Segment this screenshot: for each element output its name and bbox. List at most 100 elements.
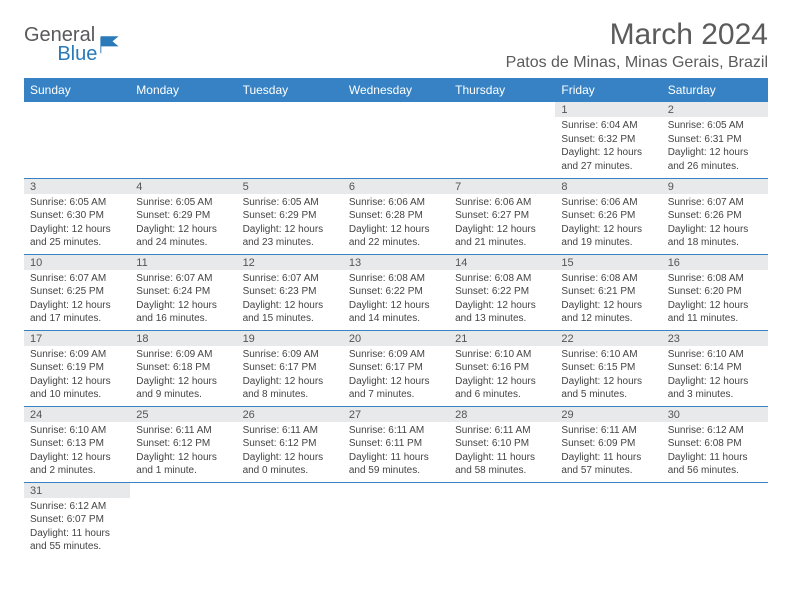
month-title: March 2024 bbox=[506, 18, 768, 52]
brand-name2: Blue bbox=[57, 43, 97, 65]
sunset-line: Sunset: 6:14 PM bbox=[668, 361, 762, 375]
calendar-cell: 9Sunrise: 6:07 AMSunset: 6:26 PMDaylight… bbox=[662, 178, 768, 254]
location-subtitle: Patos de Minas, Minas Gerais, Brazil bbox=[506, 54, 768, 72]
sunset-line: Sunset: 6:25 PM bbox=[30, 285, 124, 299]
calendar-cell: 15Sunrise: 6:08 AMSunset: 6:21 PMDayligh… bbox=[555, 254, 661, 330]
sunset-line: Sunset: 6:09 PM bbox=[561, 437, 655, 451]
day-number: 21 bbox=[449, 331, 555, 346]
sunset-line: Sunset: 6:19 PM bbox=[30, 361, 124, 375]
sunset-line: Sunset: 6:31 PM bbox=[668, 133, 762, 147]
calendar-cell: 5Sunrise: 6:05 AMSunset: 6:29 PMDaylight… bbox=[237, 178, 343, 254]
sunrise-line: Sunrise: 6:05 AM bbox=[30, 196, 124, 210]
sunrise-line: Sunrise: 6:12 AM bbox=[668, 424, 762, 438]
day-details: Sunrise: 6:10 AMSunset: 6:13 PMDaylight:… bbox=[24, 422, 130, 482]
header: General Blue March 2024 Patos de Minas, … bbox=[24, 18, 768, 72]
calendar-cell bbox=[130, 102, 236, 178]
day-number: 31 bbox=[24, 483, 130, 498]
sunrise-line: Sunrise: 6:07 AM bbox=[30, 272, 124, 286]
sunset-line: Sunset: 6:17 PM bbox=[243, 361, 337, 375]
sunset-line: Sunset: 6:12 PM bbox=[136, 437, 230, 451]
day-details: Sunrise: 6:07 AMSunset: 6:25 PMDaylight:… bbox=[24, 270, 130, 330]
sunset-line: Sunset: 6:12 PM bbox=[243, 437, 337, 451]
sunrise-line: Sunrise: 6:11 AM bbox=[349, 424, 443, 438]
calendar-cell: 6Sunrise: 6:06 AMSunset: 6:28 PMDaylight… bbox=[343, 178, 449, 254]
day-details: Sunrise: 6:06 AMSunset: 6:27 PMDaylight:… bbox=[449, 194, 555, 254]
daylight-line: Daylight: 12 hours and 18 minutes. bbox=[668, 223, 762, 250]
sunset-line: Sunset: 6:17 PM bbox=[349, 361, 443, 375]
calendar-cell: 13Sunrise: 6:08 AMSunset: 6:22 PMDayligh… bbox=[343, 254, 449, 330]
sunrise-line: Sunrise: 6:11 AM bbox=[243, 424, 337, 438]
daylight-line: Daylight: 12 hours and 2 minutes. bbox=[30, 451, 124, 478]
daylight-line: Daylight: 12 hours and 9 minutes. bbox=[136, 375, 230, 402]
day-header: Wednesday bbox=[343, 78, 449, 102]
day-number: 15 bbox=[555, 255, 661, 270]
sunset-line: Sunset: 6:28 PM bbox=[349, 209, 443, 223]
day-number: 10 bbox=[24, 255, 130, 270]
day-details: Sunrise: 6:11 AMSunset: 6:12 PMDaylight:… bbox=[237, 422, 343, 482]
sunset-line: Sunset: 6:16 PM bbox=[455, 361, 549, 375]
day-header: Monday bbox=[130, 78, 236, 102]
sunrise-line: Sunrise: 6:10 AM bbox=[455, 348, 549, 362]
calendar-header-row: SundayMondayTuesdayWednesdayThursdayFrid… bbox=[24, 78, 768, 102]
sunrise-line: Sunrise: 6:10 AM bbox=[30, 424, 124, 438]
sunset-line: Sunset: 6:13 PM bbox=[30, 437, 124, 451]
sunrise-line: Sunrise: 6:08 AM bbox=[455, 272, 549, 286]
day-details: Sunrise: 6:05 AMSunset: 6:29 PMDaylight:… bbox=[130, 194, 236, 254]
calendar-cell: 31Sunrise: 6:12 AMSunset: 6:07 PMDayligh… bbox=[24, 482, 130, 558]
day-details: Sunrise: 6:08 AMSunset: 6:21 PMDaylight:… bbox=[555, 270, 661, 330]
day-details: Sunrise: 6:06 AMSunset: 6:28 PMDaylight:… bbox=[343, 194, 449, 254]
sunrise-line: Sunrise: 6:11 AM bbox=[455, 424, 549, 438]
sunset-line: Sunset: 6:29 PM bbox=[136, 209, 230, 223]
day-number: 14 bbox=[449, 255, 555, 270]
daylight-line: Daylight: 12 hours and 15 minutes. bbox=[243, 299, 337, 326]
sunrise-line: Sunrise: 6:09 AM bbox=[243, 348, 337, 362]
calendar-cell: 4Sunrise: 6:05 AMSunset: 6:29 PMDaylight… bbox=[130, 178, 236, 254]
calendar-cell: 23Sunrise: 6:10 AMSunset: 6:14 PMDayligh… bbox=[662, 330, 768, 406]
sunset-line: Sunset: 6:30 PM bbox=[30, 209, 124, 223]
daylight-line: Daylight: 12 hours and 13 minutes. bbox=[455, 299, 549, 326]
sunset-line: Sunset: 6:22 PM bbox=[349, 285, 443, 299]
calendar-cell: 11Sunrise: 6:07 AMSunset: 6:24 PMDayligh… bbox=[130, 254, 236, 330]
sunset-line: Sunset: 6:08 PM bbox=[668, 437, 762, 451]
day-header: Sunday bbox=[24, 78, 130, 102]
calendar-cell bbox=[130, 482, 236, 558]
day-details: Sunrise: 6:10 AMSunset: 6:14 PMDaylight:… bbox=[662, 346, 768, 406]
sunset-line: Sunset: 6:32 PM bbox=[561, 133, 655, 147]
daylight-line: Daylight: 11 hours and 59 minutes. bbox=[349, 451, 443, 478]
day-details: Sunrise: 6:09 AMSunset: 6:18 PMDaylight:… bbox=[130, 346, 236, 406]
sunset-line: Sunset: 6:26 PM bbox=[668, 209, 762, 223]
day-details: Sunrise: 6:11 AMSunset: 6:10 PMDaylight:… bbox=[449, 422, 555, 482]
daylight-line: Daylight: 12 hours and 10 minutes. bbox=[30, 375, 124, 402]
calendar-cell: 8Sunrise: 6:06 AMSunset: 6:26 PMDaylight… bbox=[555, 178, 661, 254]
sunset-line: Sunset: 6:21 PM bbox=[561, 285, 655, 299]
daylight-line: Daylight: 12 hours and 19 minutes. bbox=[561, 223, 655, 250]
sunrise-line: Sunrise: 6:09 AM bbox=[136, 348, 230, 362]
calendar-cell: 19Sunrise: 6:09 AMSunset: 6:17 PMDayligh… bbox=[237, 330, 343, 406]
sunset-line: Sunset: 6:23 PM bbox=[243, 285, 337, 299]
sunrise-line: Sunrise: 6:08 AM bbox=[561, 272, 655, 286]
calendar-cell: 16Sunrise: 6:08 AMSunset: 6:20 PMDayligh… bbox=[662, 254, 768, 330]
sunrise-line: Sunrise: 6:05 AM bbox=[668, 119, 762, 133]
day-number: 26 bbox=[237, 407, 343, 422]
day-details: Sunrise: 6:05 AMSunset: 6:29 PMDaylight:… bbox=[237, 194, 343, 254]
sunrise-line: Sunrise: 6:09 AM bbox=[349, 348, 443, 362]
calendar-cell bbox=[237, 102, 343, 178]
day-header: Friday bbox=[555, 78, 661, 102]
calendar-body: 1Sunrise: 6:04 AMSunset: 6:32 PMDaylight… bbox=[24, 102, 768, 558]
sunrise-line: Sunrise: 6:06 AM bbox=[349, 196, 443, 210]
day-details: Sunrise: 6:12 AMSunset: 6:08 PMDaylight:… bbox=[662, 422, 768, 482]
sunset-line: Sunset: 6:29 PM bbox=[243, 209, 337, 223]
day-number: 25 bbox=[130, 407, 236, 422]
sunrise-line: Sunrise: 6:05 AM bbox=[243, 196, 337, 210]
sunset-line: Sunset: 6:24 PM bbox=[136, 285, 230, 299]
sunrise-line: Sunrise: 6:07 AM bbox=[136, 272, 230, 286]
day-number: 30 bbox=[662, 407, 768, 422]
daylight-line: Daylight: 12 hours and 8 minutes. bbox=[243, 375, 337, 402]
day-details: Sunrise: 6:11 AMSunset: 6:12 PMDaylight:… bbox=[130, 422, 236, 482]
daylight-line: Daylight: 11 hours and 56 minutes. bbox=[668, 451, 762, 478]
sunrise-line: Sunrise: 6:10 AM bbox=[561, 348, 655, 362]
empty-day bbox=[449, 483, 555, 498]
day-number: 13 bbox=[343, 255, 449, 270]
calendar-cell bbox=[343, 102, 449, 178]
title-block: March 2024 Patos de Minas, Minas Gerais,… bbox=[506, 18, 768, 72]
